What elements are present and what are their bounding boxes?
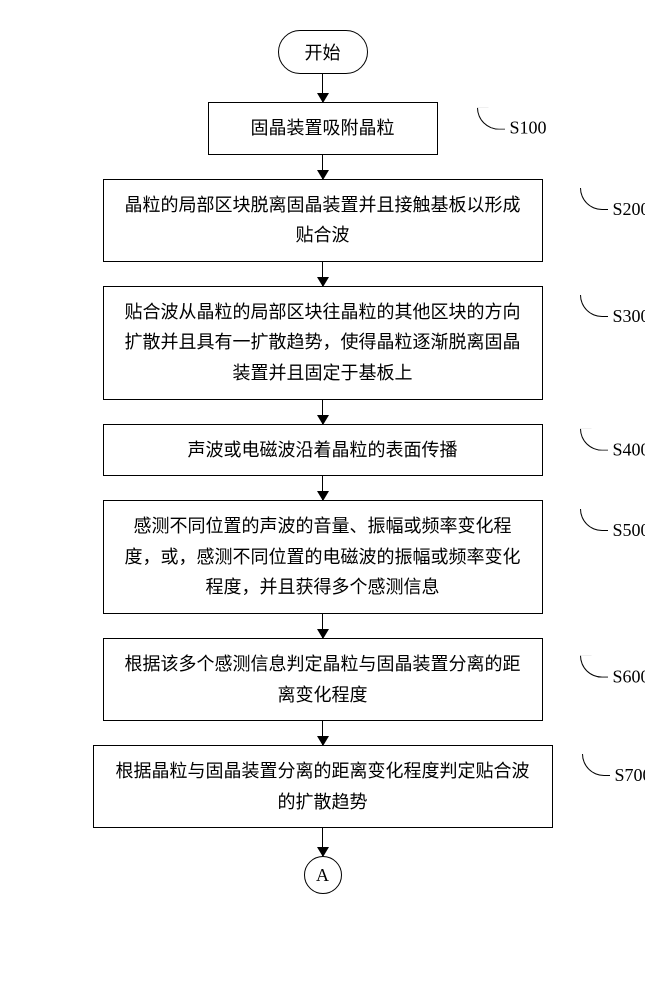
flowchart: 开始 固晶装置吸附晶粒 S100 晶粒的局部区块脱离固晶装置并且接触基板以形成贴… [0,30,645,894]
step-label: S200 [580,194,645,225]
step-text: 根据该多个感测信息判定晶粒与固晶装置分离的距离变化程度 [125,654,521,705]
arrow [322,155,324,179]
arrow [322,721,324,745]
step-label: S500 [580,515,645,546]
step-text: 声波或电磁波沿着晶粒的表面传播 [188,440,458,460]
step-label: S700 [582,760,645,791]
step-s300: 贴合波从晶粒的局部区块往晶粒的其他区块的方向扩散并且具有一扩散趋势，使得晶粒逐渐… [103,286,543,400]
step-label: S600 [580,661,645,692]
arrow [322,262,324,286]
step-text: 贴合波从晶粒的局部区块往晶粒的其他区块的方向扩散并且具有一扩散趋势，使得晶粒逐渐… [125,302,521,383]
step-label: S400 [580,435,645,466]
arrow [322,614,324,638]
step-text: 晶粒的局部区块脱离固晶装置并且接触基板以形成贴合波 [125,195,521,246]
step-s400: 声波或电磁波沿着晶粒的表面传播 S400 [103,424,543,477]
arrow [322,400,324,424]
connector-label: A [316,865,329,886]
start-terminal: 开始 [278,30,368,74]
step-label: S300 [580,301,645,332]
step-s500: 感测不同位置的声波的音量、振幅或频率变化程度，或，感测不同位置的电磁波的振幅或频… [103,500,543,614]
arrow [322,828,324,856]
connector-a: A [304,856,342,894]
step-s700: 根据晶粒与固晶装置分离的距离变化程度判定贴合波的扩散趋势 S700 [93,745,553,828]
step-text: 固晶装置吸附晶粒 [251,118,395,138]
step-s600: 根据该多个感测信息判定晶粒与固晶装置分离的距离变化程度 S600 [103,638,543,721]
arrow [322,476,324,500]
step-text: 根据晶粒与固晶装置分离的距离变化程度判定贴合波的扩散趋势 [116,761,530,812]
start-label: 开始 [305,43,341,63]
step-text: 感测不同位置的声波的音量、振幅或频率变化程度，或，感测不同位置的电磁波的振幅或频… [125,516,521,597]
step-s100: 固晶装置吸附晶粒 S100 [208,102,438,155]
step-label: S100 [477,113,546,144]
arrow [322,74,324,102]
step-s200: 晶粒的局部区块脱离固晶装置并且接触基板以形成贴合波 S200 [103,179,543,262]
